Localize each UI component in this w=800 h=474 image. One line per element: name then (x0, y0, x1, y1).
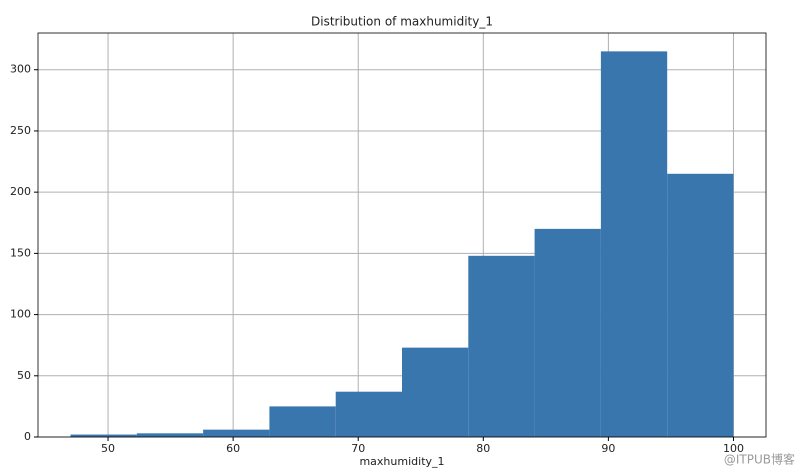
x-axis-label: maxhumidity_1 (359, 455, 444, 468)
bar (468, 255, 535, 437)
y-tick-label: 200 (10, 185, 31, 198)
x-tick-label: 90 (601, 442, 615, 455)
bar (402, 347, 469, 437)
bar (269, 406, 336, 437)
bar (136, 433, 204, 437)
x-tick-label: 50 (101, 442, 115, 455)
bar (70, 434, 137, 437)
y-tick-label: 100 (10, 308, 31, 321)
bar (667, 173, 734, 437)
y-tick-label: 150 (10, 246, 31, 259)
x-tick-label: 60 (226, 442, 240, 455)
y-tick-label: 300 (10, 63, 31, 76)
x-tick-label: 80 (476, 442, 490, 455)
watermark: @ITPUB博客 (724, 452, 795, 467)
chart-title: Distribution of maxhumidity_1 (311, 15, 493, 29)
bar (534, 228, 601, 437)
bar (600, 51, 668, 437)
y-tick-label: 50 (17, 369, 31, 382)
plot-frame (37, 32, 767, 438)
x-tick-label: 100 (723, 442, 744, 455)
bar (335, 391, 402, 437)
y-tick-label: 0 (24, 430, 31, 443)
y-tick-label: 250 (10, 124, 31, 137)
bar (203, 429, 270, 437)
x-tick-label: 70 (351, 442, 365, 455)
